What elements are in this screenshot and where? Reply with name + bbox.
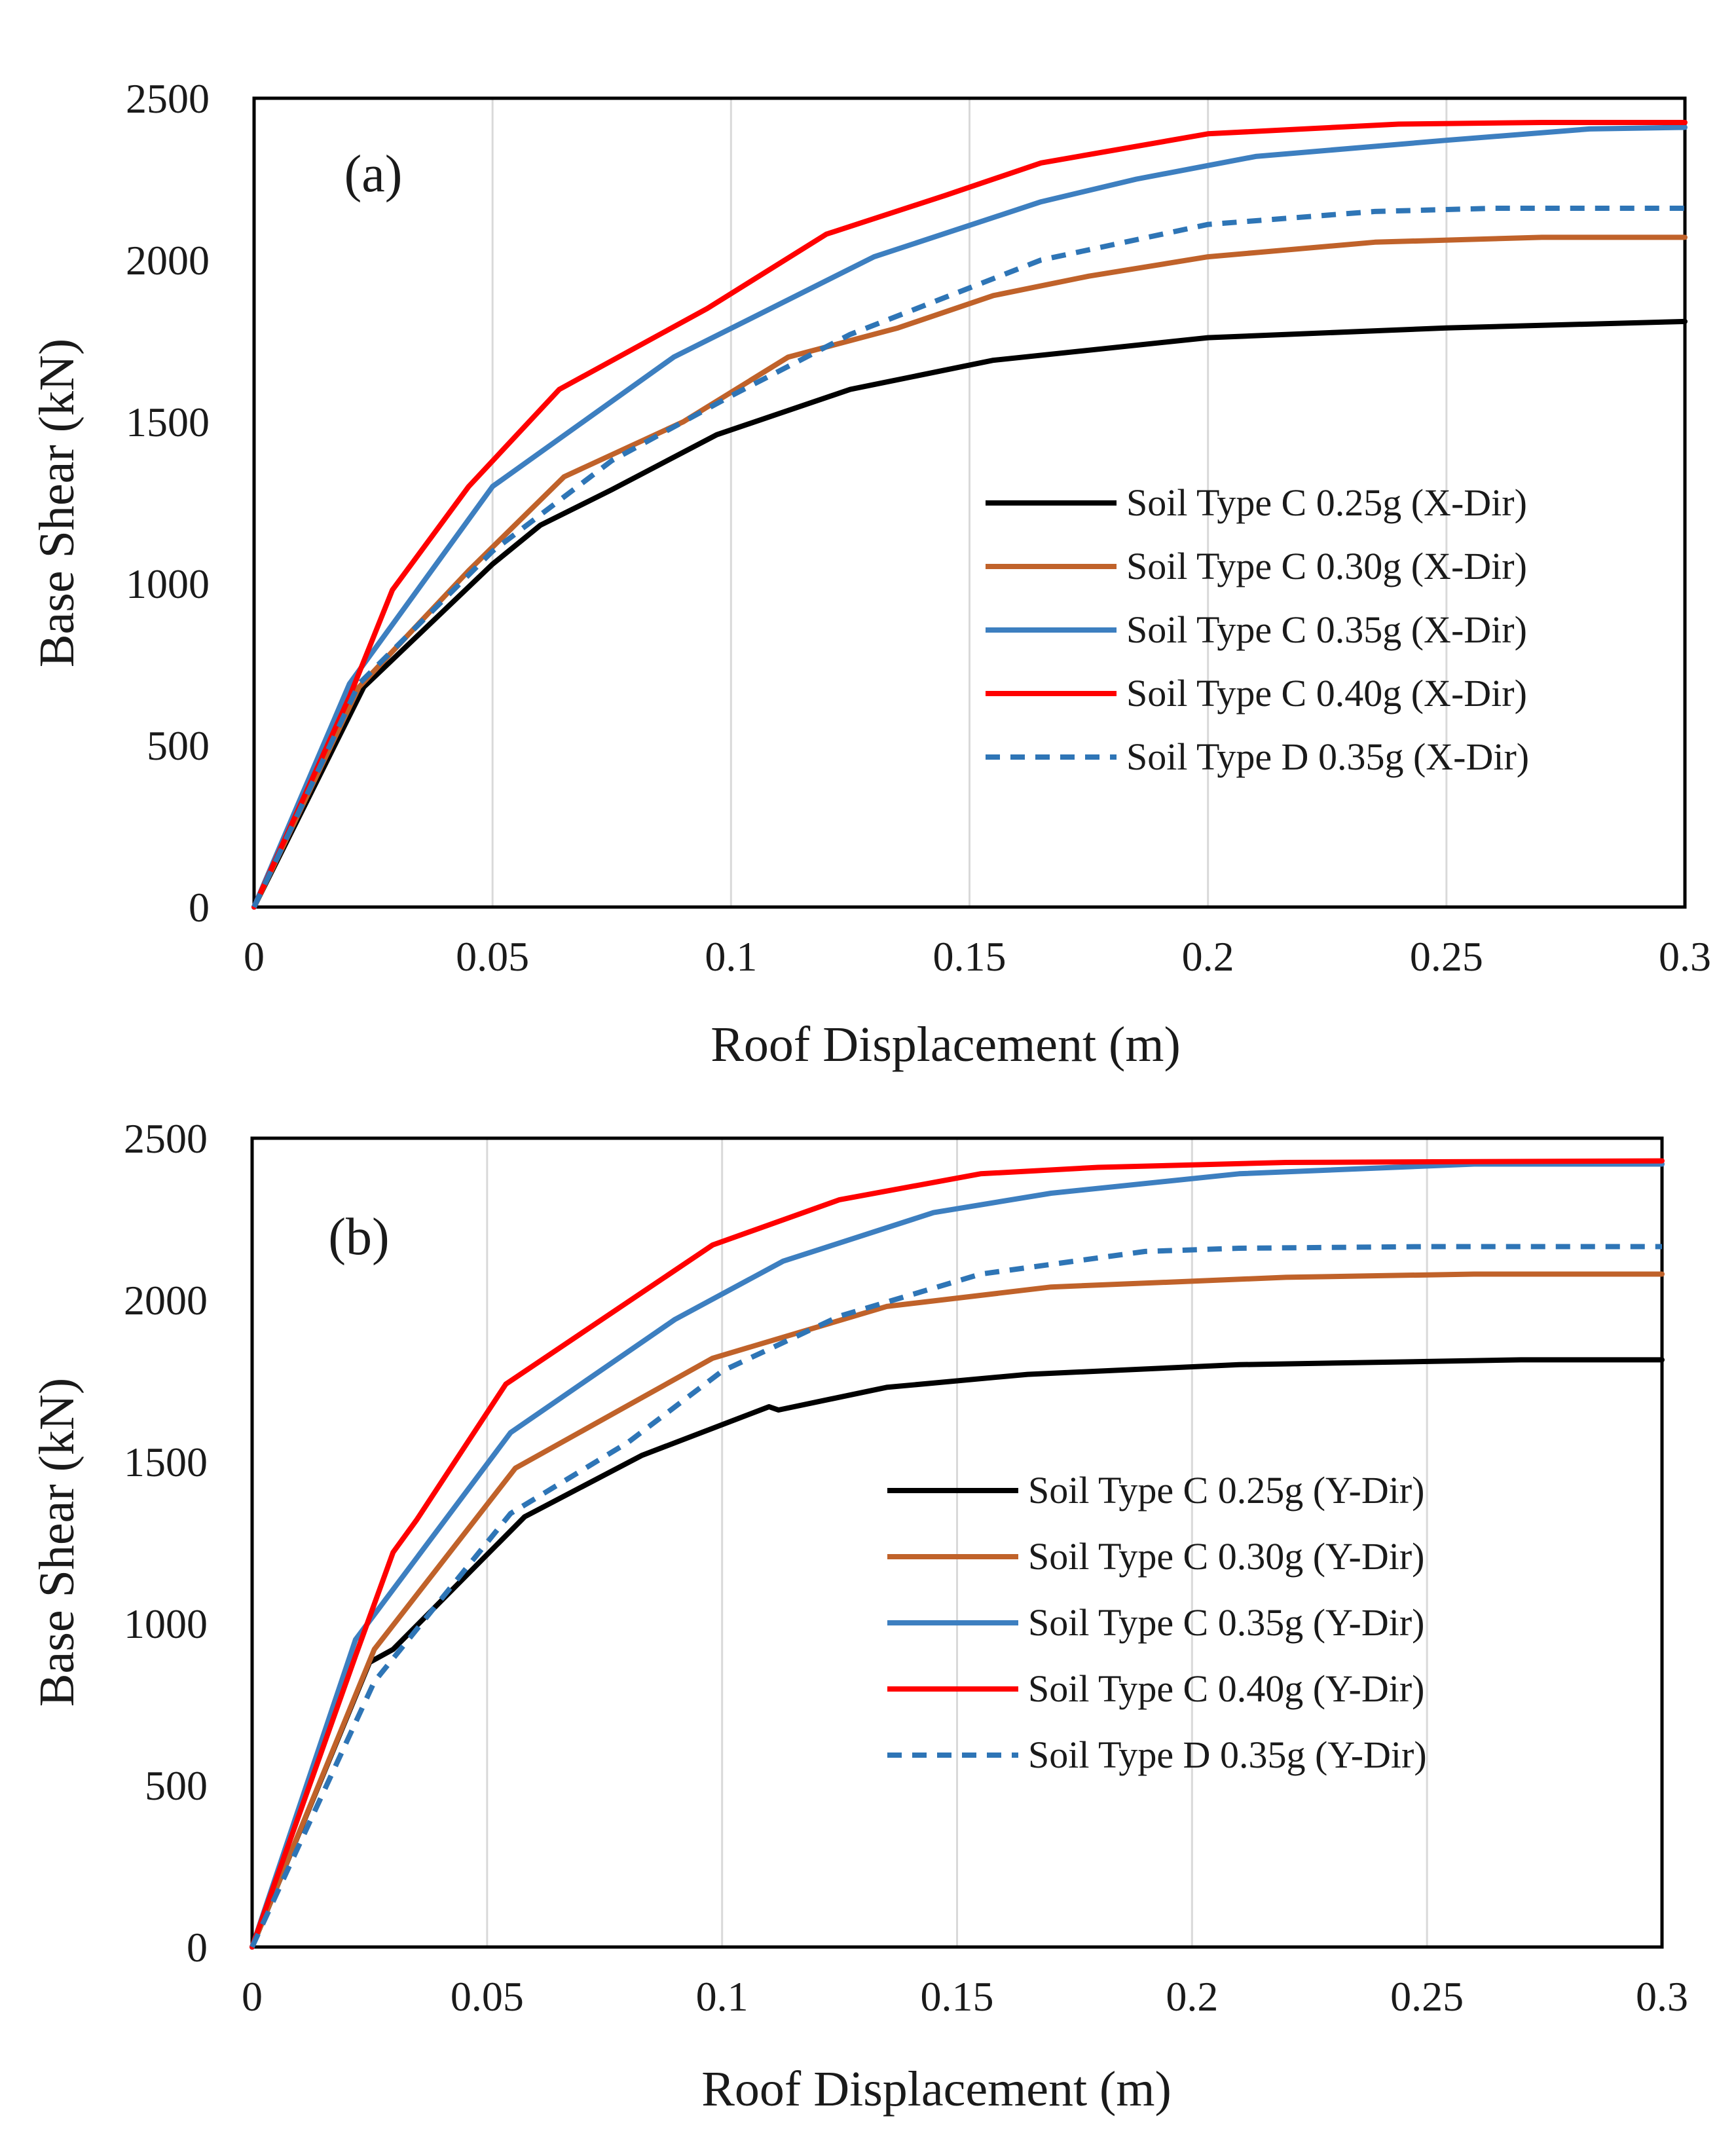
x-tick-label: 0.25 bbox=[1390, 1973, 1464, 2020]
legend-label: Soil Type C 0.25g (Y-Dir) bbox=[1028, 1469, 1424, 1512]
series-line-b-1 bbox=[249, 1357, 1665, 1950]
series-line-b-3 bbox=[249, 1161, 1665, 1950]
legend-label: Soil Type C 0.35g (X-Dir) bbox=[1126, 608, 1527, 651]
x-tick-labels-a: 0 0.05 0.1 0.15 0.2 0.25 0.3 bbox=[244, 933, 1711, 980]
series-line-a-1 bbox=[251, 318, 1688, 910]
series-line-a-4 bbox=[251, 120, 1688, 910]
x-tick-labels-b: 0 0.05 0.1 0.15 0.2 0.25 0.3 bbox=[242, 1973, 1688, 2020]
series-line-b-5 bbox=[249, 1244, 1662, 1948]
grid-a bbox=[491, 98, 1448, 907]
legend-label: Soil Type C 0.40g (Y-Dir) bbox=[1028, 1667, 1424, 1710]
y-axis-label-b: Base Shear (kN) bbox=[29, 1378, 84, 1707]
y-tick-label: 500 bbox=[147, 722, 210, 769]
y-tick-label: 2000 bbox=[124, 1277, 208, 1324]
x-axis-label-a: Roof Displacement (m) bbox=[711, 1017, 1181, 1072]
y-tick-label: 0 bbox=[187, 1924, 208, 1971]
y-tick-label: 1500 bbox=[124, 1439, 208, 1485]
plot-frame-b bbox=[250, 1136, 1664, 1949]
x-tick-label: 0 bbox=[244, 933, 265, 980]
y-tick-label: 0 bbox=[189, 884, 210, 931]
legend-label: Soil Type D 0.35g (Y-Dir) bbox=[1028, 1734, 1427, 1776]
x-tick-label: 0.05 bbox=[456, 933, 529, 980]
series-line-a-5 bbox=[251, 206, 1685, 908]
legend-label: Soil Type C 0.25g (X-Dir) bbox=[1126, 481, 1527, 524]
legend-label: Soil Type C 0.35g (Y-Dir) bbox=[1028, 1601, 1424, 1644]
y-tick-label: 2500 bbox=[124, 1115, 208, 1162]
series-line-a-3 bbox=[251, 124, 1688, 910]
x-tick-label: 0.15 bbox=[933, 933, 1007, 980]
panel-label-a: (a) bbox=[344, 145, 403, 203]
y-tick-label: 1000 bbox=[124, 1601, 208, 1647]
legend-label: Soil Type D 0.35g (X-Dir) bbox=[1126, 735, 1529, 778]
y-tick-labels-b: 0 500 1000 1500 2000 2500 bbox=[124, 1115, 208, 1971]
y-tick-labels-a: 0 500 1000 1500 2000 2500 bbox=[126, 75, 210, 931]
grid-b bbox=[486, 1138, 1428, 1947]
series-line-a-2 bbox=[251, 234, 1688, 910]
y-tick-label: 2000 bbox=[126, 237, 210, 284]
x-tick-label: 0.1 bbox=[705, 933, 757, 980]
y-tick-label: 1000 bbox=[126, 561, 210, 607]
legend-b: Soil Type C 0.25g (Y-Dir) Soil Type C 0.3… bbox=[887, 1469, 1427, 1776]
x-tick-label: 0.25 bbox=[1410, 933, 1483, 980]
x-tick-label: 0.05 bbox=[451, 1973, 524, 2020]
x-tick-label: 0.1 bbox=[696, 1973, 748, 2020]
y-tick-label: 1500 bbox=[126, 399, 210, 445]
x-tick-label: 0.3 bbox=[1636, 1973, 1688, 2020]
legend-a: Soil Type C 0.25g (X-Dir) Soil Type C 0.3… bbox=[986, 481, 1529, 778]
legend-label: Soil Type C 0.40g (X-Dir) bbox=[1126, 672, 1527, 714]
series-group-a bbox=[251, 120, 1688, 910]
chart-b: 0 0.05 0.1 0.15 0.2 0.25 0.3 0 500 1000 1500 2000 2… bbox=[29, 1115, 1688, 2117]
x-axis-label-b: Roof Displacement (m) bbox=[701, 2062, 1172, 2117]
legend-label: Soil Type C 0.30g (X-Dir) bbox=[1126, 545, 1527, 587]
y-tick-label: 500 bbox=[145, 1762, 208, 1809]
y-axis-label-a: Base Shear (kN) bbox=[29, 339, 84, 667]
x-tick-label: 0.3 bbox=[1659, 933, 1711, 980]
panel-label-b: (b) bbox=[328, 1208, 389, 1266]
x-tick-label: 0.2 bbox=[1166, 1973, 1218, 2020]
x-tick-label: 0.15 bbox=[921, 1973, 994, 2020]
x-tick-label: 0 bbox=[242, 1973, 263, 2020]
legend-label: Soil Type C 0.30g (Y-Dir) bbox=[1028, 1535, 1424, 1578]
series-group-b bbox=[249, 1158, 1665, 1950]
series-line-b-4 bbox=[249, 1158, 1665, 1950]
x-tick-label: 0.2 bbox=[1182, 933, 1234, 980]
y-tick-label: 2500 bbox=[126, 75, 210, 122]
series-line-b-2 bbox=[249, 1271, 1665, 1950]
plot-frame-a bbox=[252, 96, 1687, 909]
